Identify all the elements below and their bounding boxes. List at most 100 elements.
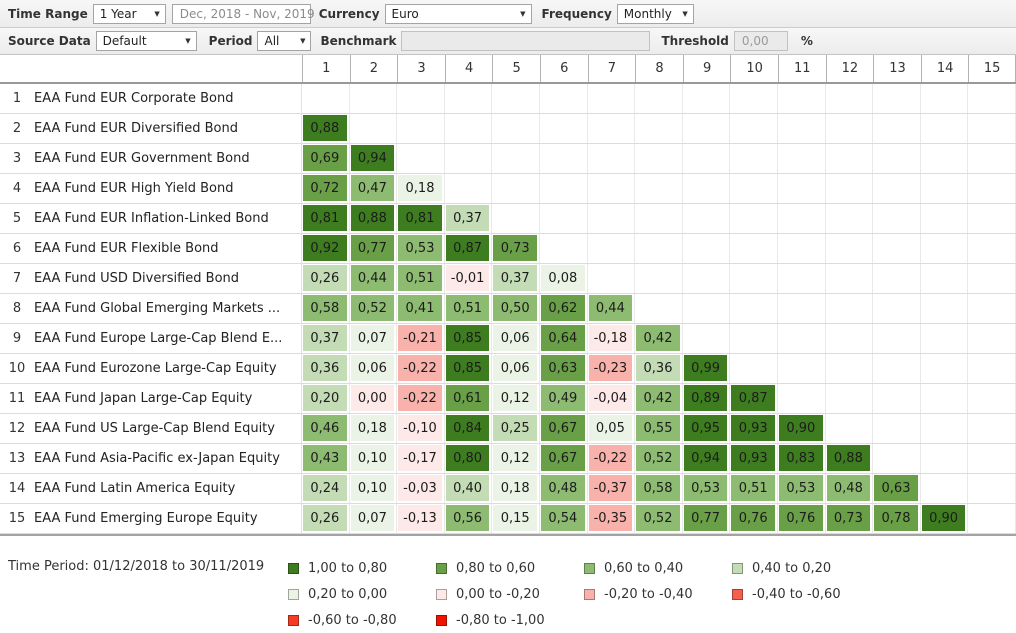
matrix-cell-empty <box>826 414 874 443</box>
matrix-cell-empty <box>540 144 588 173</box>
fund-name: EAA Fund EUR Flexible Bond <box>34 241 219 256</box>
matrix-cell-empty <box>778 324 826 353</box>
matrix-cell: 0,47 <box>350 174 398 203</box>
fund-name-cell: 6 EAA Fund EUR Flexible Bond <box>0 234 302 263</box>
legend-swatch-icon <box>584 588 595 600</box>
correlation-value: 0,36 <box>636 355 680 381</box>
column-header-15: 15 <box>968 55 1016 82</box>
matrix-cell: 0,40 <box>445 474 493 503</box>
table-row: 15 EAA Fund Emerging Europe Equity 0,26 0,0… <box>0 504 1016 534</box>
column-header-12: 12 <box>825 55 874 82</box>
correlation-value: -0,37 <box>588 475 633 501</box>
matrix-cell: -0,13 <box>397 504 445 533</box>
matrix-cell-empty <box>826 84 874 113</box>
matrix-cell-empty <box>492 144 540 173</box>
matrix-cell: 0,37 <box>302 324 350 353</box>
matrix-cell-empty <box>968 294 1016 323</box>
legend-item: 0,20 to 0,00 <box>288 581 436 607</box>
matrix-cell-empty <box>683 84 731 113</box>
correlation-value: 0,26 <box>303 265 347 291</box>
correlation-value: -0,22 <box>398 385 442 411</box>
matrix-cell: 0,46 <box>302 414 350 443</box>
time-range-select[interactable]: 1 Year ▼ <box>92 3 166 24</box>
row-number: 10 <box>8 361 26 376</box>
matrix-cell-empty <box>873 114 921 143</box>
matrix-cell-empty <box>921 114 969 143</box>
row-number: 3 <box>12 151 22 166</box>
matrix-cell-empty <box>968 384 1016 413</box>
row-number: 6 <box>12 241 22 256</box>
matrix-cell-empty <box>873 264 921 293</box>
correlation-value: -0,18 <box>588 325 633 351</box>
correlation-value: 0,37 <box>445 205 490 231</box>
correlation-value: 0,84 <box>445 415 490 441</box>
fund-name: EAA Fund Latin America Equity <box>34 481 236 496</box>
threshold-input[interactable]: 0,00 <box>733 31 788 51</box>
column-header-5: 5 <box>492 55 540 82</box>
chevron-down-icon: ▼ <box>300 37 306 45</box>
fund-name: EAA Fund Eurozone Large-Cap Equity <box>34 361 277 376</box>
row-number: 15 <box>8 511 26 526</box>
matrix-cell: 0,20 <box>302 384 350 413</box>
correlation-value: 0,78 <box>874 505 918 531</box>
matrix-cell: 0,41 <box>397 294 445 323</box>
matrix-cell: 0,06 <box>350 354 398 383</box>
frequency-value: Monthly <box>623 6 672 21</box>
column-header-8: 8 <box>635 55 683 82</box>
fund-name: EAA Fund US Large-Cap Blend Equity <box>34 421 275 436</box>
row-number: 2 <box>12 121 22 136</box>
matrix-cell-empty <box>921 84 969 113</box>
date-range-field[interactable]: Dec, 2018 - Nov, 2019 <box>171 3 315 24</box>
correlation-value: 0,51 <box>445 295 490 321</box>
period-select[interactable]: All ▼ <box>257 31 312 51</box>
matrix-cell-empty <box>635 114 683 143</box>
correlation-value: 0,43 <box>303 445 347 471</box>
correlation-value: 0,10 <box>350 445 395 471</box>
matrix-cell: 0,88 <box>826 444 874 473</box>
column-header-14: 14 <box>920 55 969 82</box>
matrix-cell: 0,72 <box>302 174 350 203</box>
correlation-value: -0,13 <box>398 505 442 531</box>
benchmark-input[interactable] <box>401 31 651 51</box>
matrix-cell-empty <box>635 234 683 263</box>
matrix-cell: 0,77 <box>350 234 398 263</box>
correlation-value: 0,07 <box>350 325 395 351</box>
matrix-cell: 0,88 <box>350 204 398 233</box>
matrix-cell: 0,80 <box>445 444 493 473</box>
legend-item: -0,20 to -0,40 <box>584 581 732 607</box>
matrix-cell-empty <box>826 294 874 323</box>
matrix-cell: 0,51 <box>397 264 445 293</box>
row-number: 14 <box>8 481 26 496</box>
matrix-cell-empty <box>826 264 874 293</box>
correlation-value: 0,52 <box>636 505 680 531</box>
matrix-cell: 0,00 <box>350 384 398 413</box>
matrix-cell-empty <box>730 294 778 323</box>
toolbar-row-1: Time Range 1 Year ▼ Dec, 2018 - Nov, 201… <box>0 0 1016 28</box>
matrix-cell-empty <box>730 114 778 143</box>
fund-name: EAA Fund EUR Inflation-Linked Bond <box>34 211 269 226</box>
matrix-cell: 0,92 <box>302 234 350 263</box>
matrix-cell-empty <box>445 114 493 143</box>
matrix-cell-empty <box>683 264 731 293</box>
table-row: 2 EAA Fund EUR Diversified Bond 0,88 <box>0 114 1016 144</box>
column-header-6: 6 <box>539 55 588 82</box>
matrix-cell-empty <box>683 114 731 143</box>
currency-label: Currency <box>318 6 380 21</box>
matrix-cell-empty <box>588 114 636 143</box>
fund-name: EAA Fund EUR High Yield Bond <box>34 181 234 196</box>
legend-label: 0,40 to 0,20 <box>752 560 832 576</box>
matrix-cell-empty <box>635 84 683 113</box>
matrix-cell-empty <box>778 234 826 263</box>
matrix-cell: -0,01 <box>445 264 493 293</box>
correlation-value: 0,76 <box>731 505 775 531</box>
matrix-cell: 0,89 <box>683 384 731 413</box>
fund-name: EAA Fund Europe Large-Cap Blend E... <box>34 331 283 346</box>
source-data-select[interactable]: Default ▼ <box>95 31 197 51</box>
matrix-cell-empty <box>683 324 731 353</box>
correlation-value: 0,52 <box>350 295 395 321</box>
correlation-value: 0,18 <box>398 175 442 201</box>
currency-select[interactable]: Euro ▼ <box>384 3 532 24</box>
time-range-label: Time Range <box>8 6 88 21</box>
frequency-select[interactable]: Monthly ▼ <box>616 3 694 24</box>
correlation-value: 0,37 <box>493 265 537 291</box>
